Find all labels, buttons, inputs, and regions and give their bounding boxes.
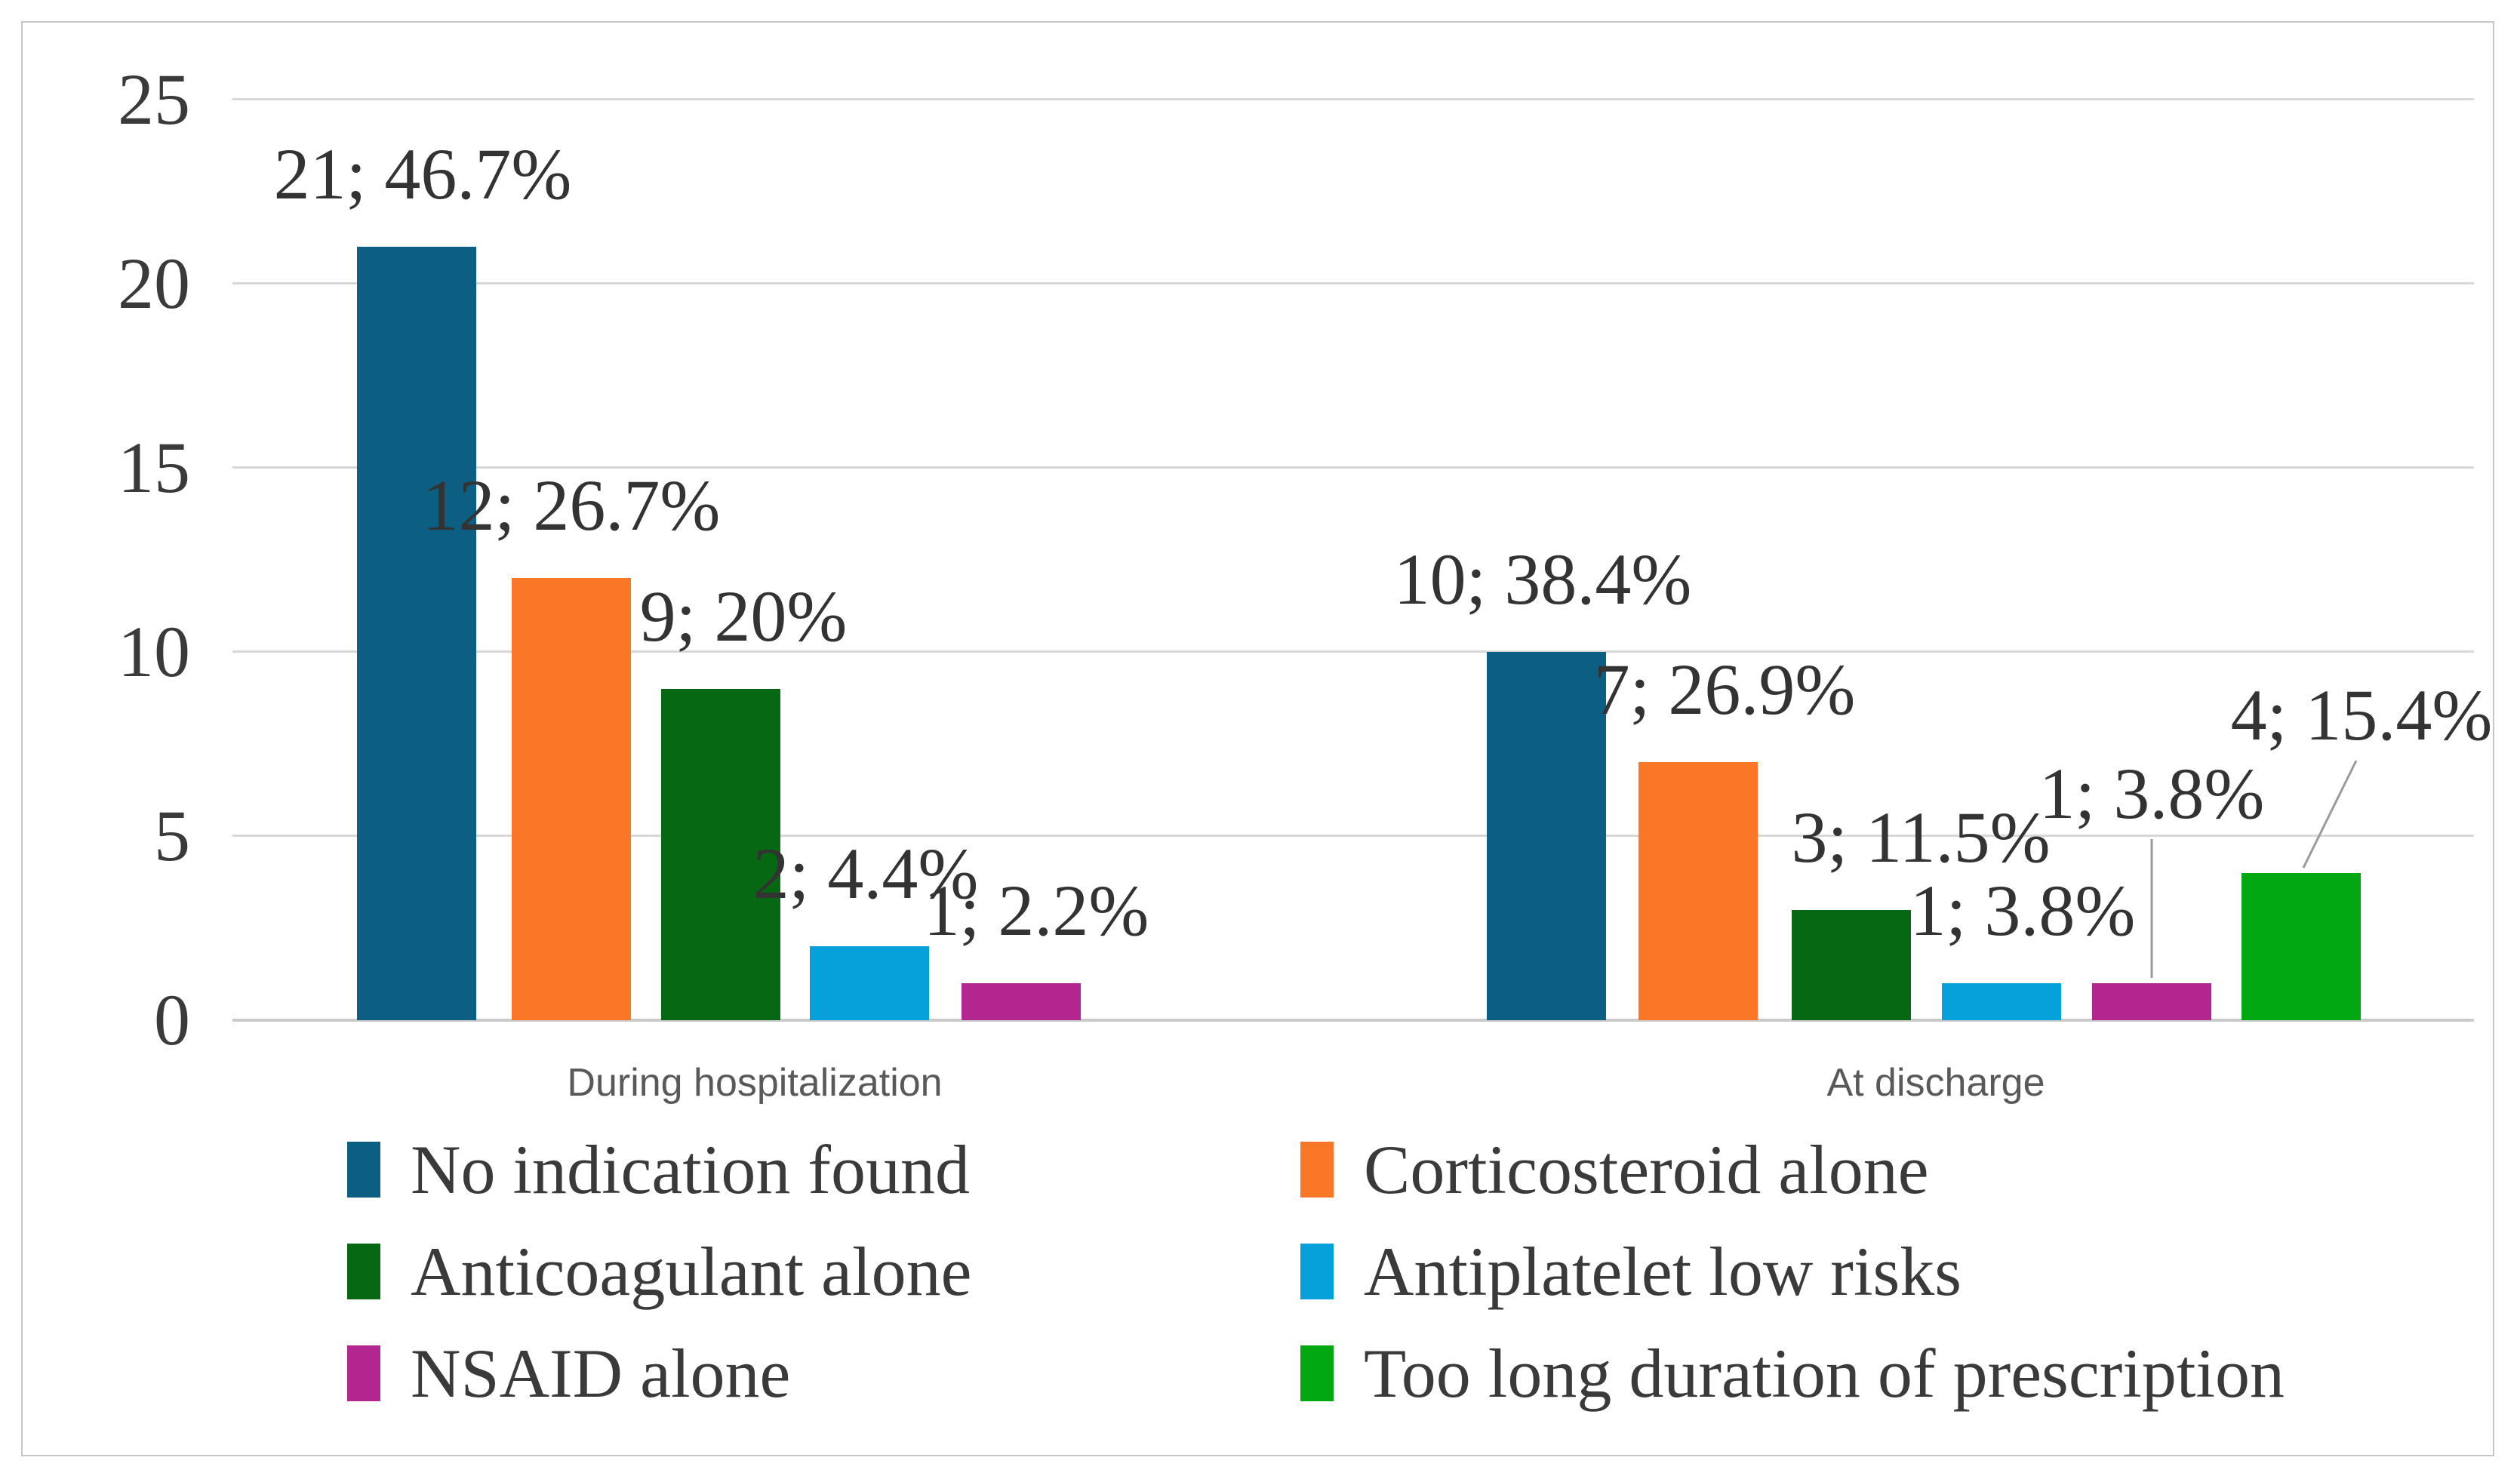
data-label: 12; 26.7%	[422, 465, 721, 546]
gridline	[232, 835, 2474, 837]
category-label-at-discharge: At discharge	[1826, 1061, 2045, 1105]
y-axis-tick-label: 10	[118, 611, 190, 692]
data-label: 1; 3.8%	[2038, 753, 2265, 835]
legend-label: Corticosteroid alone	[1364, 1131, 1929, 1208]
legend-label: Too long duration of prescription	[1364, 1335, 2285, 1412]
legend-item: Anticoagulant alone	[347, 1237, 971, 1306]
bar-hosp-s4	[962, 983, 1081, 1020]
gridline	[232, 98, 2474, 100]
data-label: 3; 11.5%	[1791, 796, 2051, 878]
data-label: 4; 15.4%	[2230, 674, 2493, 755]
legend-label: NSAID alone	[411, 1335, 791, 1412]
bar-discharge-s4	[2092, 983, 2211, 1020]
bar-hosp-s3	[810, 946, 929, 1020]
legend-label: Anticoagulant alone	[411, 1233, 972, 1310]
data-label: 9; 20%	[639, 575, 848, 656]
category-label-during-hospitalization: During hospitalization	[567, 1061, 943, 1105]
legend-item: No indication found	[347, 1135, 970, 1204]
y-axis-tick-label: 5	[154, 795, 190, 876]
legend-label: Antiplatelet low risks	[1364, 1233, 1962, 1310]
y-axis-tick-label: 20	[118, 243, 190, 324]
legend-swatch	[1300, 1244, 1334, 1299]
bar-hosp-s1	[512, 578, 631, 1020]
legend-swatch	[347, 1142, 380, 1198]
legend-swatch	[347, 1345, 380, 1401]
data-label: 1; 2.2%	[923, 870, 1149, 952]
data-label: 2; 4.4%	[752, 833, 979, 915]
legend-swatch	[347, 1244, 380, 1299]
data-label: 21; 46.7%	[273, 134, 572, 215]
legend-label: No indication found	[411, 1131, 970, 1208]
data-label: 7; 26.9%	[1593, 649, 1856, 730]
bar-discharge-s5	[2242, 872, 2361, 1020]
legend-item: Too long duration of prescription	[1300, 1339, 2285, 1408]
bar-discharge-s3	[1942, 983, 2061, 1020]
bar-discharge-s0	[1487, 652, 1606, 1020]
legend-item: Corticosteroid alone	[1300, 1135, 1929, 1204]
gridline	[232, 650, 2474, 653]
bar-hosp-s2	[661, 688, 780, 1020]
legend-swatch	[1300, 1142, 1334, 1198]
gridline	[232, 282, 2474, 284]
legend-item: Antiplatelet low risks	[1300, 1237, 1962, 1306]
bar-discharge-s2	[1792, 909, 1911, 1020]
data-label: 1; 3.8%	[1909, 870, 2136, 952]
legend-swatch	[1300, 1345, 1334, 1401]
x-axis-line	[232, 1019, 2474, 1022]
y-axis-tick-label: 25	[118, 59, 190, 140]
y-axis-tick-label: 15	[118, 427, 190, 508]
data-label: 10; 38.4%	[1393, 539, 1692, 620]
y-axis-tick-label: 0	[154, 979, 190, 1060]
legend-item: NSAID alone	[347, 1339, 790, 1408]
gridline	[232, 466, 2474, 469]
bar-discharge-s1	[1638, 762, 1758, 1020]
bar-hosp-s0	[357, 247, 476, 1020]
